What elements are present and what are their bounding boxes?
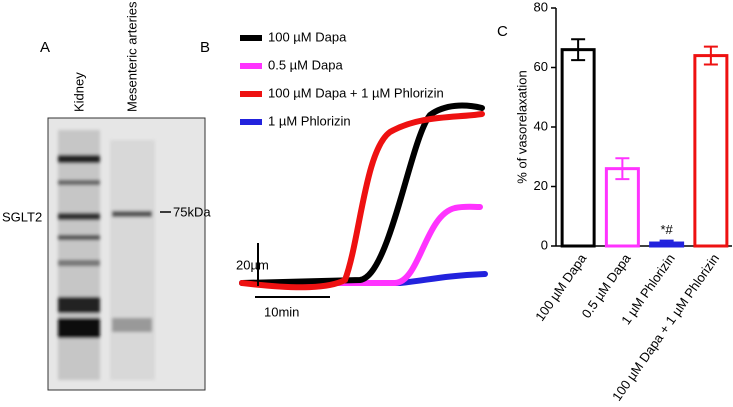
blot-bands (58, 130, 155, 380)
panel-label: A (40, 39, 50, 56)
y-axis-label: % of vasorelaxation (514, 70, 529, 183)
legend-label: 1 µM Phlorizin (268, 113, 351, 128)
lane-label: Kidney (71, 72, 86, 112)
panel-label: C (497, 23, 508, 40)
legend-label: 100 µM Dapa (268, 29, 347, 44)
bar (604, 167, 640, 248)
legend-label: 0.5 µM Dapa (268, 57, 343, 72)
marker-label: 75kDa (173, 204, 211, 219)
bar (693, 54, 729, 248)
error-bar (659, 239, 674, 247)
error-bar (703, 45, 718, 66)
band-label: SGLT2 (2, 209, 42, 224)
legend: 100 µM Dapa 0.5 µM Dapa 100 µM Dapa + 1 µM… (240, 29, 444, 128)
bar (560, 48, 596, 248)
trace (239, 111, 485, 291)
scale-label: 10min (264, 304, 299, 319)
error-bar (571, 38, 586, 62)
trace (239, 203, 483, 286)
y-tick-label: 20 (534, 178, 548, 193)
traces (239, 102, 488, 291)
y-tick-label: 60 (534, 59, 548, 74)
y-tick-label: 0 (541, 237, 548, 252)
legend-label: 100 µM Dapa + 1 µM Phlorizin (268, 85, 444, 100)
y-tick-label: 80 (534, 0, 548, 14)
y-tick-label: 40 (534, 118, 548, 133)
error-bar (615, 157, 630, 181)
panel-label: B (200, 39, 210, 56)
scale-label: 20µm (236, 257, 269, 272)
trace (239, 102, 485, 286)
annotation: *# (660, 222, 673, 237)
lane-label: Mesenteric arteries (124, 1, 139, 112)
